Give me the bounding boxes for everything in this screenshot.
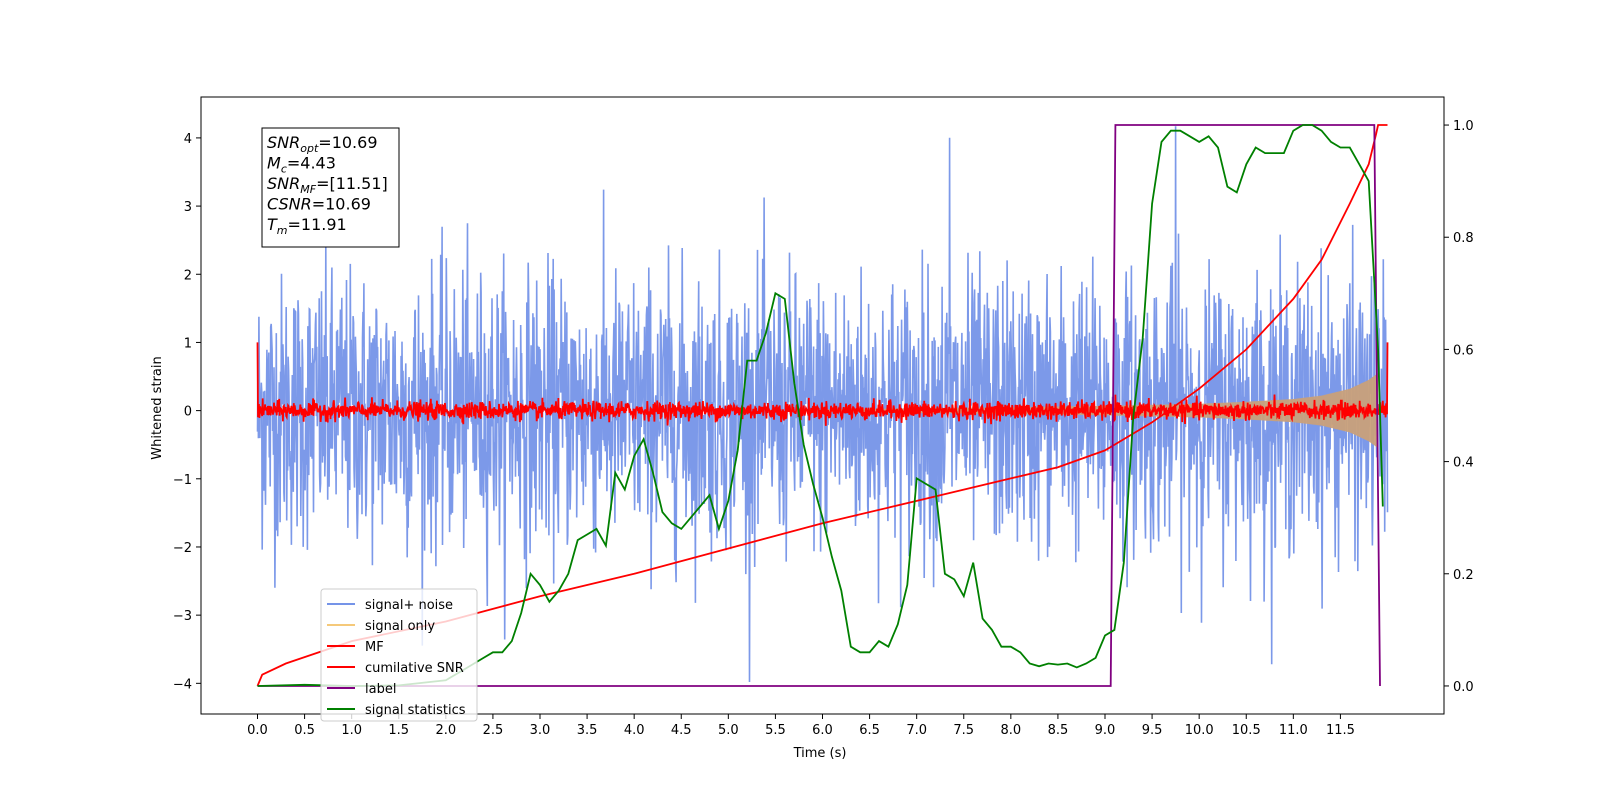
info-subscript: m (277, 224, 288, 237)
series-line-signal-statistics (257, 124, 1384, 687)
x-tick-label: 3.5 (577, 723, 598, 738)
x-tick-label: 2.5 (483, 723, 504, 738)
y2-tick-label: 0.4 (1453, 456, 1474, 471)
x-tick-label: 0.0 (247, 723, 268, 738)
y-tick-label: 1 (184, 336, 192, 351)
info-line: Mc=4.43 (267, 154, 336, 176)
y-tick-label: 3 (184, 200, 192, 215)
info-value: =11.91 (288, 215, 347, 234)
y2-tick-label: 0.8 (1453, 231, 1474, 246)
legend: signal+ noise signal only MF cumilative SNR… (320, 588, 478, 722)
x-tick-label: 10.0 (1185, 723, 1214, 738)
x-tick-label: 8.5 (1048, 723, 1069, 738)
x-tick-label: 9.5 (1142, 723, 1163, 738)
x-tick-label: 11.0 (1279, 723, 1308, 738)
x-tick-label: 8.0 (1000, 723, 1021, 738)
info-symbol: SNR (267, 174, 300, 193)
x-tick-label: 1.5 (388, 723, 409, 738)
info-box: SNRopt=10.69Mc=4.43SNRMF=[11.51]CSNR=10.… (261, 127, 400, 248)
info-symbol: CSNR (267, 195, 312, 214)
x-tick-label: 10.5 (1232, 723, 1261, 738)
y-tick-label: −1 (173, 473, 192, 488)
series-line-mf (256, 342, 1389, 426)
x-tick-label: 1.0 (341, 723, 362, 738)
y2-tick-label: 0.6 (1453, 343, 1474, 358)
x-tick-label: 3.0 (530, 723, 551, 738)
info-subscript: c (281, 163, 287, 176)
x-tick-label: 7.5 (953, 723, 974, 738)
x-tick-label: 4.5 (671, 723, 692, 738)
info-line: SNRMF=[11.51] (267, 174, 388, 196)
y-tick-label: −2 (173, 541, 192, 556)
info-box-frame (261, 127, 400, 248)
y-tick-label: 4 (184, 132, 192, 147)
legend-label: label (365, 682, 396, 697)
info-value: =[11.51] (316, 174, 388, 193)
x-tick-label: 6.0 (812, 723, 833, 738)
x-tick-label: 4.0 (624, 723, 645, 738)
x-tick-label: 7.0 (906, 723, 927, 738)
info-subscript: MF (300, 183, 316, 196)
axes: 0.0 0.5 1.0 1.5 2.0 2.5 3.0 3.5 4.0 4.5 5.0 5.5 6.0 6… (173, 96, 1474, 738)
info-value: =10.69 (318, 133, 377, 152)
series-line-signal-noise (256, 126, 1389, 683)
x-tick-label: 5.5 (765, 723, 786, 738)
legend-label: signal statistics (365, 703, 466, 718)
y-tick-label: 2 (184, 268, 192, 283)
info-line: SNRopt=10.69 (267, 133, 378, 155)
y2-tick-label: 1.0 (1453, 119, 1474, 134)
legend-label: signal+ noise (365, 598, 453, 613)
x-tick-label: 0.5 (294, 723, 315, 738)
y2-tick-label: 0.2 (1453, 568, 1474, 583)
x-tick-label: 11.5 (1326, 723, 1355, 738)
y-tick-label: −3 (173, 609, 192, 624)
info-symbol: T (267, 215, 278, 234)
info-line: Tm=11.91 (267, 215, 347, 237)
info-subscript: opt (300, 142, 319, 155)
x-tick-label: 5.0 (718, 723, 739, 738)
x-axis-label: Time (s) (793, 746, 847, 761)
info-symbol: M (267, 154, 281, 173)
info-line: CSNR=10.69 (267, 195, 371, 214)
legend-label: cumilative SNR (365, 661, 464, 676)
info-symbol: SNR (267, 133, 300, 152)
y2-tick-label: 0.0 (1453, 680, 1474, 695)
y-tick-label: −4 (173, 677, 192, 692)
info-value: =10.69 (312, 195, 371, 214)
info-value: =4.43 (287, 154, 336, 173)
y-tick-label: 0 (184, 405, 192, 420)
y-axis-label: Whitened strain (150, 356, 165, 459)
legend-label: signal only (365, 619, 435, 634)
x-tick-label: 2.0 (435, 723, 456, 738)
x-tick-label: 6.5 (859, 723, 880, 738)
legend-frame (320, 588, 478, 722)
legend-label: MF (365, 640, 384, 655)
x-tick-label: 9.0 (1095, 723, 1116, 738)
